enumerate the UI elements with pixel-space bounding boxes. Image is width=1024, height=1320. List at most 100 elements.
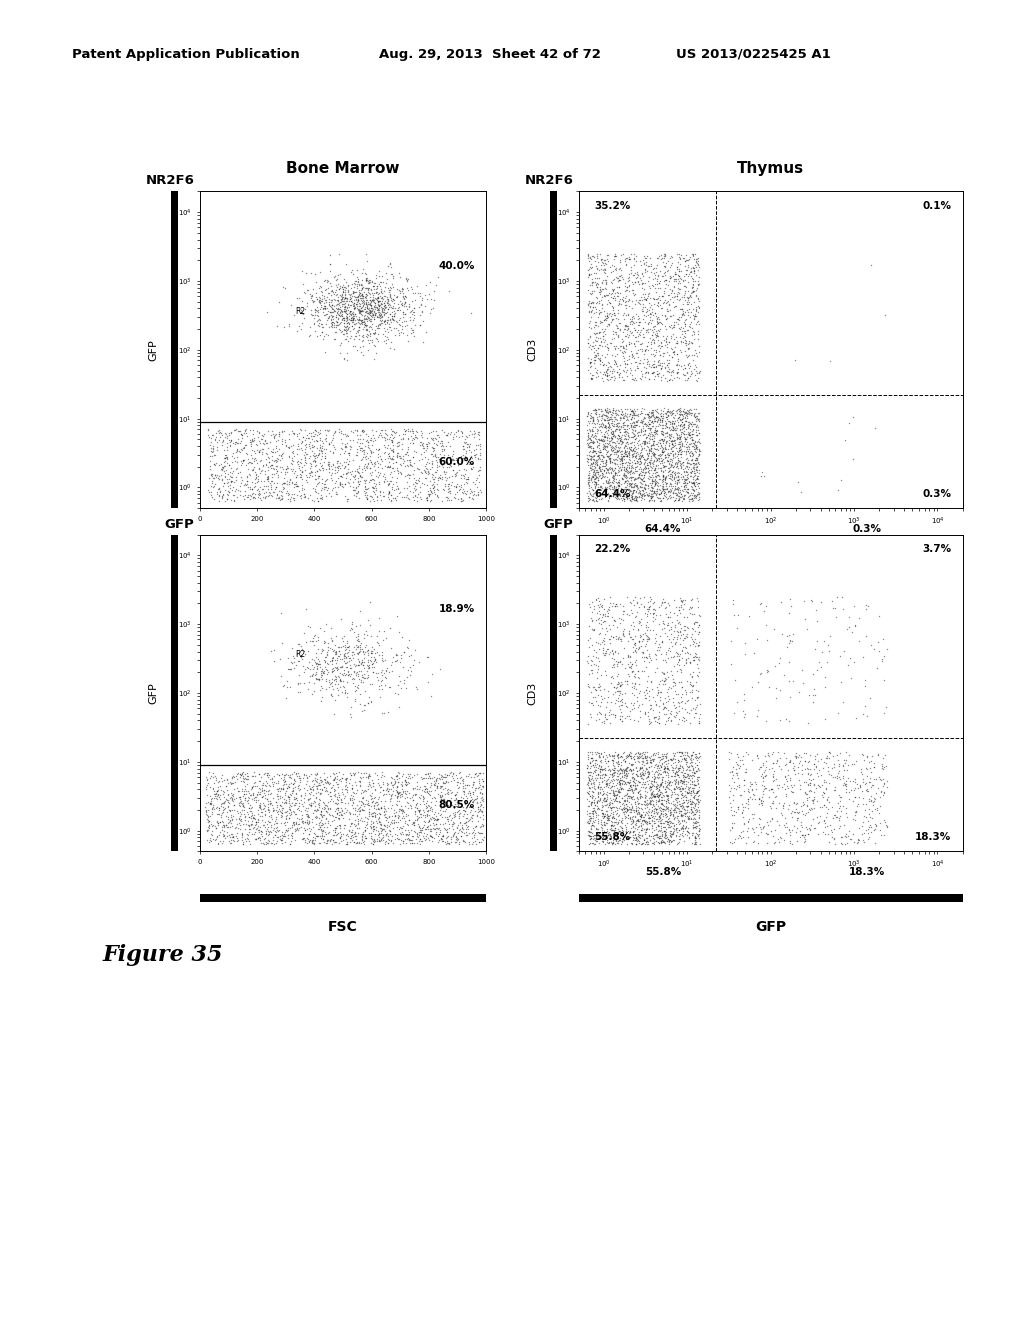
Point <box>677 313 693 334</box>
Point <box>630 314 646 335</box>
Point <box>302 445 318 466</box>
Point <box>600 750 616 771</box>
Point <box>209 784 225 805</box>
Point <box>607 758 624 779</box>
Point <box>607 243 624 264</box>
Point <box>679 701 695 722</box>
Point <box>331 418 347 440</box>
Point <box>631 597 647 618</box>
Point <box>401 454 418 475</box>
Point <box>409 469 425 490</box>
Point <box>362 776 379 797</box>
Point <box>877 305 893 326</box>
Point <box>648 466 665 487</box>
Point <box>648 783 665 804</box>
Point <box>623 243 639 264</box>
Point <box>271 826 288 847</box>
Point <box>678 244 694 265</box>
Point <box>641 777 657 799</box>
Point <box>669 483 685 504</box>
Point <box>687 355 703 376</box>
Point <box>722 762 738 783</box>
Point <box>310 797 327 818</box>
Point <box>388 451 404 473</box>
Point <box>629 760 645 781</box>
Point <box>678 429 694 450</box>
Point <box>633 420 649 441</box>
Point <box>838 774 854 795</box>
Point <box>633 473 649 494</box>
Point <box>778 709 795 730</box>
Point <box>345 826 361 847</box>
Point <box>366 289 382 310</box>
Point <box>874 759 891 780</box>
Point <box>672 758 688 779</box>
Point <box>611 442 628 463</box>
Point <box>207 428 223 449</box>
Point <box>681 414 697 436</box>
Point <box>308 430 325 451</box>
Point <box>690 422 707 444</box>
Point <box>618 323 635 345</box>
Point <box>332 444 348 465</box>
Point <box>687 813 703 834</box>
Point <box>451 804 467 825</box>
Point <box>278 822 294 843</box>
Point <box>303 300 319 321</box>
Point <box>648 465 665 486</box>
Point <box>630 809 646 830</box>
Point <box>659 482 676 503</box>
Point <box>604 401 621 422</box>
Point <box>583 368 599 389</box>
Point <box>669 424 685 445</box>
Point <box>391 800 408 821</box>
Point <box>616 399 633 420</box>
Point <box>396 673 413 694</box>
Point <box>685 603 701 624</box>
Point <box>610 751 627 772</box>
Point <box>643 697 659 718</box>
Point <box>333 788 349 809</box>
Point <box>671 820 687 841</box>
Point <box>296 455 312 477</box>
Point <box>291 774 307 795</box>
Point <box>609 486 626 507</box>
Point <box>669 446 685 467</box>
Point <box>730 767 746 788</box>
Point <box>670 624 686 645</box>
Point <box>646 473 663 494</box>
Point <box>611 809 628 830</box>
Point <box>212 480 228 502</box>
Point <box>648 799 665 820</box>
Point <box>406 308 422 329</box>
Point <box>603 672 620 693</box>
Point <box>213 465 229 486</box>
Point <box>611 408 628 429</box>
Point <box>666 795 682 816</box>
Point <box>684 744 700 766</box>
Point <box>809 611 825 632</box>
Point <box>419 490 435 511</box>
Point <box>601 417 617 438</box>
Point <box>668 779 684 800</box>
Point <box>639 619 655 640</box>
Point <box>657 821 674 842</box>
Point <box>614 329 631 350</box>
Point <box>588 488 604 510</box>
Point <box>267 424 284 445</box>
Point <box>362 818 379 840</box>
Point <box>282 488 298 510</box>
Point <box>294 479 310 500</box>
Point <box>438 461 455 482</box>
Point <box>232 475 249 496</box>
Point <box>647 414 664 436</box>
Point <box>307 642 324 663</box>
Point <box>638 616 654 638</box>
Point <box>354 257 371 279</box>
Point <box>634 412 650 433</box>
Point <box>379 425 395 446</box>
Point <box>586 317 602 338</box>
Point <box>604 801 621 822</box>
Point <box>643 304 659 325</box>
Point <box>631 273 647 294</box>
